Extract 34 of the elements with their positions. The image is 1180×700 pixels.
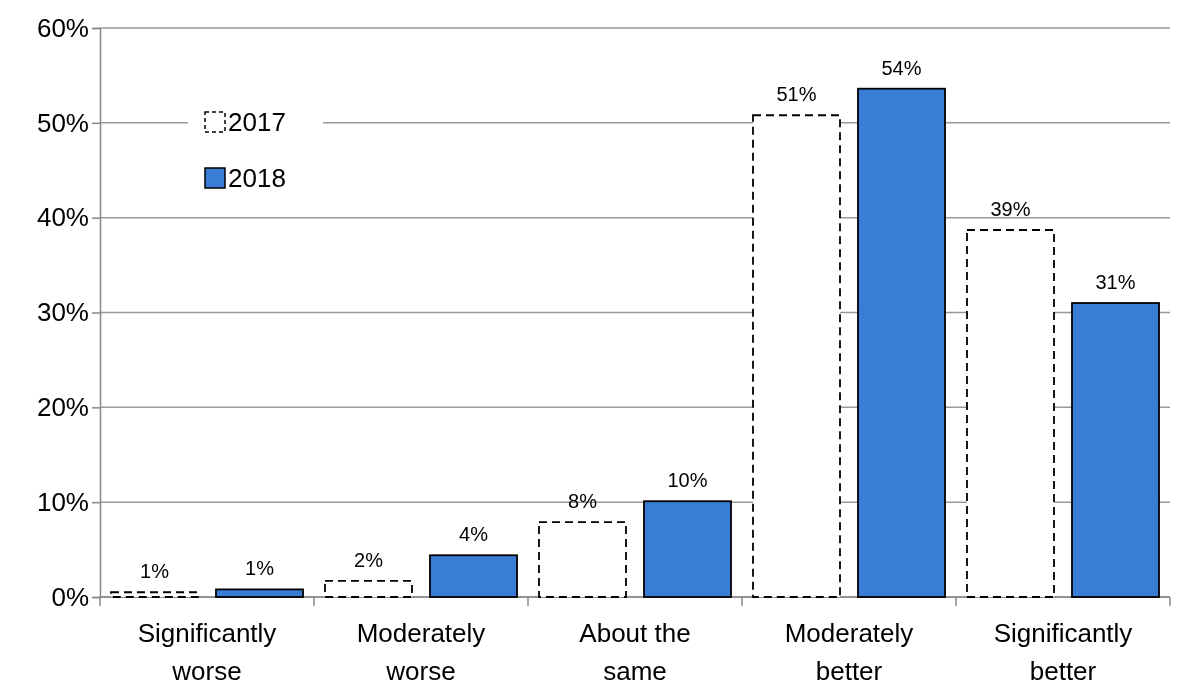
bar [752, 114, 841, 598]
x-tick-label: Moderately worse [356, 618, 486, 686]
bar [966, 229, 1055, 598]
bar [538, 521, 627, 598]
data-label: 39% [990, 197, 1031, 220]
data-label: 4% [459, 523, 489, 546]
x-tick-label: Significantly worse [137, 618, 277, 686]
y-tick-label: 10% [36, 486, 89, 517]
y-tick-label: 20% [36, 392, 89, 423]
y-tick-label: 60% [36, 12, 89, 43]
data-label: 2% [354, 548, 384, 571]
y-tick-label: 30% [36, 297, 89, 328]
bar [324, 579, 413, 598]
bar [429, 554, 518, 598]
data-label: 54% [881, 56, 922, 79]
bar [643, 500, 732, 598]
y-tick-label: 40% [36, 202, 89, 233]
data-label: 1% [140, 560, 170, 583]
data-label: 31% [1095, 271, 1136, 294]
bar [215, 588, 304, 598]
y-tick-label: 50% [36, 107, 89, 138]
data-label: 10% [667, 469, 708, 492]
bar [857, 87, 946, 598]
data-label: 1% [245, 557, 275, 580]
legend-label: 2018 [228, 163, 286, 193]
x-tick-label: Significantly better [993, 618, 1133, 686]
data-label: 51% [776, 83, 817, 106]
x-tick-label: Moderately better [784, 618, 914, 686]
data-label: 8% [568, 490, 598, 513]
legend-label: 2017 [228, 107, 286, 137]
bar [110, 591, 199, 598]
bar [1071, 302, 1160, 598]
y-tick-label: 0% [51, 581, 89, 612]
x-tick-label: About the same [579, 618, 691, 686]
